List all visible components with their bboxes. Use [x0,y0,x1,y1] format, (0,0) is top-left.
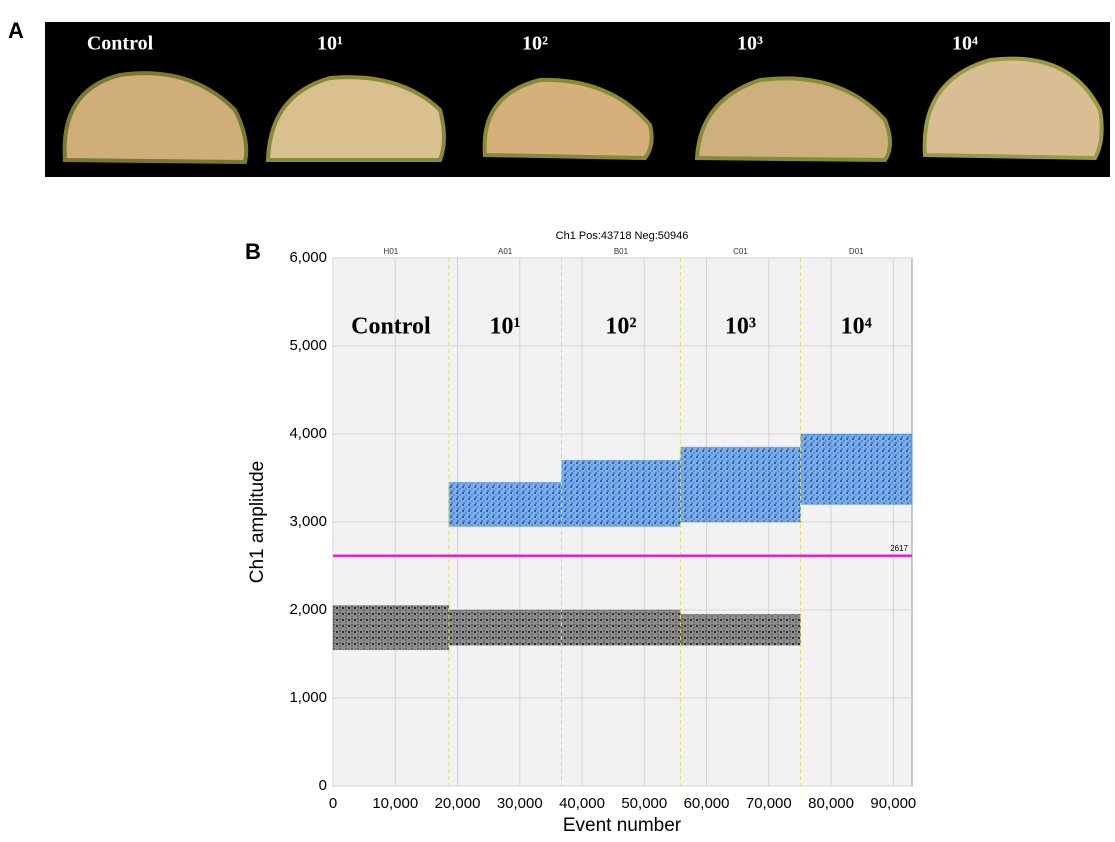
negative-droplets [560,609,681,646]
well-label: Control [351,314,431,340]
well-name: B01 [614,247,629,256]
well-label: 10³ [725,314,756,340]
well-label: 10¹ [490,314,521,340]
threshold-label: 2617 [890,544,908,553]
negative-droplets [679,613,802,646]
x-tick-label: 30,000 [497,795,543,812]
sample-label: 10⁴ [952,33,978,55]
sample-label: Control [87,33,154,55]
well-name: C01 [733,247,748,256]
x-tick-label: 80,000 [808,795,854,812]
x-tick-label: 70,000 [746,795,792,812]
positive-droplets [800,433,913,505]
well-name: A01 [498,247,513,256]
y-tick-label: 3,000 [289,513,327,530]
positive-droplets [560,459,681,527]
panel-label: B [245,239,261,264]
y-tick-label: 5,000 [289,337,327,354]
positive-droplets [448,481,562,527]
pear-photos [62,56,1104,165]
well-name: D01 [849,247,864,256]
sample-label: 10¹ [317,33,343,55]
positive-droplets [679,446,802,523]
negative-droplets [332,605,450,651]
x-tick-label: 40,000 [559,795,605,812]
x-tick-label: 90,000 [870,795,916,812]
y-axis-label: Ch1 amplitude [247,461,268,584]
x-tick-label: 10,000 [372,795,418,812]
well-label: 10⁴ [841,314,872,340]
y-tick-label: 2,000 [289,601,327,618]
x-tick-label: 60,000 [684,795,730,812]
y-tick-label: 6,000 [289,249,327,266]
y-tick-label: 1,000 [289,689,327,706]
well-name: H01 [384,247,399,256]
x-tick-label: 50,000 [621,795,667,812]
y-tick-label: 0 [319,777,327,794]
sample-label: 10³ [737,33,763,55]
x-tick-label: 0 [329,795,337,812]
negative-droplets [448,609,562,646]
panel-label: A [8,18,24,43]
well-label: 10² [605,314,636,340]
x-tick-label: 20,000 [435,795,481,812]
y-tick-label: 4,000 [289,425,327,442]
sample-label: 10² [522,33,548,55]
chart-title: Ch1 Pos:43718 Neg:50946 [556,230,689,242]
x-axis-label: Event number [563,815,682,836]
